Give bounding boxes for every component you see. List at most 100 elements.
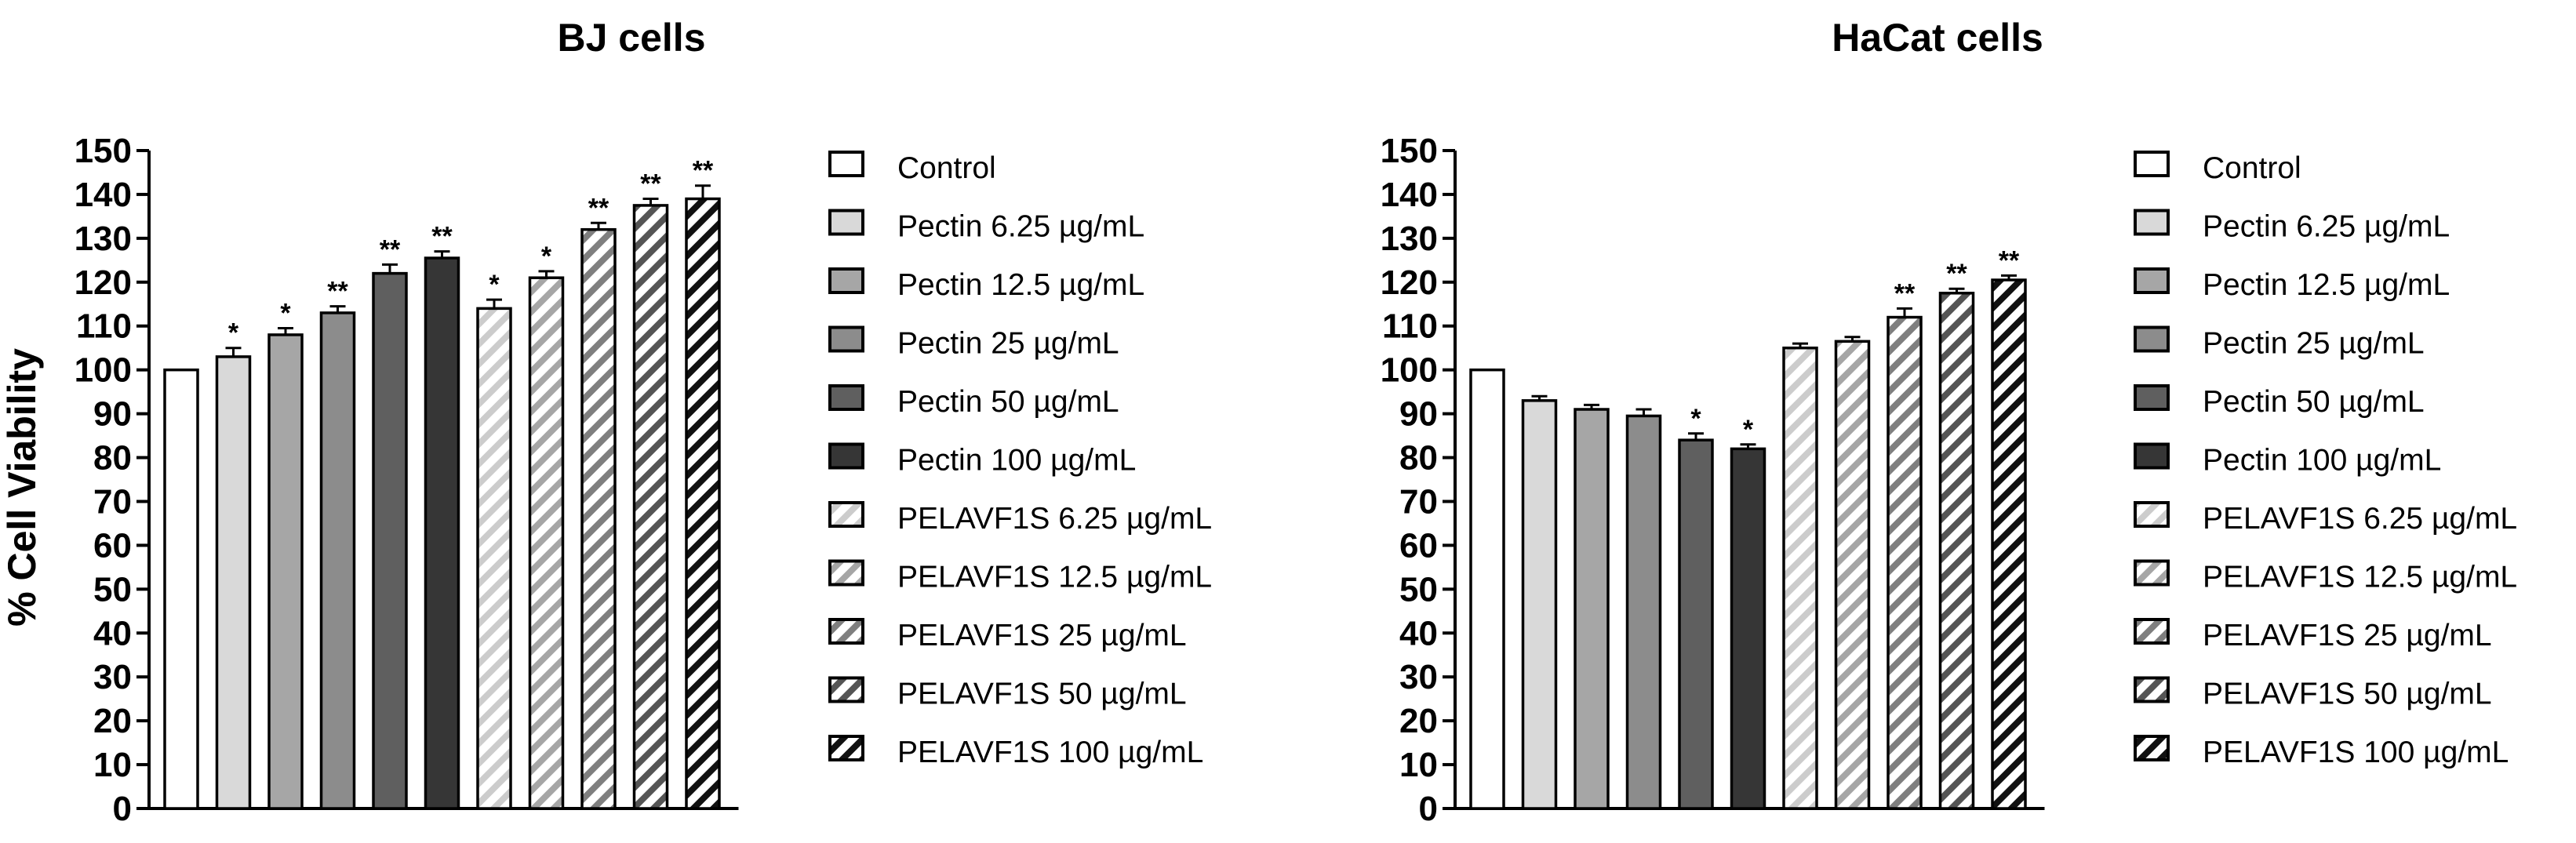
panel-hacat-cells: HaCat cells % Cell Viability 0 10 20 30 40 50 60… <box>0 16 2517 828</box>
legend-swatch <box>2134 676 2170 703</box>
bar <box>685 197 721 810</box>
y-tick-label: 60 <box>93 526 132 565</box>
y-tick-label: 120 <box>75 263 132 302</box>
legend-label: Pectin 25 µg/mL <box>2203 327 2425 361</box>
bar <box>163 368 199 810</box>
bar <box>1730 447 1766 810</box>
bar <box>580 227 617 810</box>
y-tick-label: 60 <box>1399 526 1438 565</box>
legend-label: Pectin 100 µg/mL <box>897 444 1136 478</box>
legend-label: PELAVF1S 50 µg/mL <box>2203 678 2492 711</box>
significance-marker: * <box>1690 404 1701 434</box>
y-tick-label: 40 <box>1399 614 1438 652</box>
legend-swatch <box>2134 151 2170 177</box>
legend-swatch <box>2134 501 2170 528</box>
legend-swatch <box>2134 209 2170 236</box>
significance-marker: ** <box>588 193 609 223</box>
bar <box>1834 340 1871 810</box>
legend-swatch <box>828 209 864 236</box>
bar <box>1574 408 1610 810</box>
panel-bj-cells: BJ cells % Cell Viability 0 10 20 30 40 50 60 70 8… <box>0 16 1212 828</box>
significance-marker: * <box>280 299 291 329</box>
legend-swatch <box>828 676 864 703</box>
y-tick-label: 30 <box>93 658 132 696</box>
y-tick-label: 140 <box>75 176 132 214</box>
y-tick-label: 80 <box>93 439 132 478</box>
y-tick-label: 150 <box>75 132 132 170</box>
significance-marker: ** <box>693 156 714 186</box>
legend-swatch <box>2134 442 2170 470</box>
legend-swatch <box>828 325 864 353</box>
y-tick-label: 80 <box>1399 439 1438 478</box>
legend-swatch <box>2134 267 2170 294</box>
legend-label: Control <box>2203 151 2301 185</box>
legend-swatch <box>828 559 864 587</box>
y-tick-label: 100 <box>1381 351 1438 390</box>
bar <box>1521 399 1558 810</box>
y-tick-label: 0 <box>113 790 132 828</box>
bar <box>424 256 460 810</box>
legend-swatch <box>2134 735 2170 761</box>
significance-marker: ** <box>640 169 661 199</box>
legend-label: Control <box>897 151 996 185</box>
y-tick-label: 130 <box>75 220 132 258</box>
legend-label: PELAVF1S 50 µg/mL <box>897 678 1187 711</box>
y-tick-label: 70 <box>93 482 132 521</box>
significance-marker: ** <box>431 222 453 252</box>
y-axis-label: % Cell Viability <box>0 348 44 627</box>
bar <box>267 333 304 810</box>
bar <box>476 307 512 810</box>
legend-label: PELAVF1S 25 µg/mL <box>897 619 1187 652</box>
y-tick-label: 120 <box>1381 263 1438 302</box>
bar <box>215 355 252 810</box>
legend-swatch <box>828 735 864 761</box>
legend-label: PELAVF1S 6.25 µg/mL <box>897 502 1212 536</box>
legend-label: PELAVF1S 12.5 µg/mL <box>897 561 1212 594</box>
significance-marker: ** <box>327 277 348 307</box>
bar <box>1991 278 2027 810</box>
y-tick-label: 100 <box>75 351 132 390</box>
y-axis-label: % Cell Viability <box>0 348 44 627</box>
y-tick-label: 30 <box>1399 658 1438 696</box>
legend-swatch <box>828 267 864 294</box>
bar <box>1678 438 1714 810</box>
legend-label: Pectin 50 µg/mL <box>897 385 1119 419</box>
bar <box>1887 315 1923 810</box>
legend-swatch <box>2134 384 2170 411</box>
legend-swatch <box>828 151 864 177</box>
legend-swatch <box>2134 559 2170 587</box>
y-tick-label: 150 <box>1381 132 1438 170</box>
significance-marker: ** <box>380 234 401 264</box>
significance-marker: ** <box>1946 259 1967 289</box>
legend-label: Pectin 25 µg/mL <box>897 327 1119 361</box>
legend-label: Pectin 12.5 µg/mL <box>897 268 1144 302</box>
bar <box>1469 368 1505 810</box>
y-tick-label: 0 <box>1419 790 1438 828</box>
y-tick-label: 90 <box>1399 395 1438 434</box>
legend-label: PELAVF1S 100 µg/mL <box>897 736 1203 769</box>
legend-swatch <box>828 384 864 411</box>
legend-label: Pectin 50 µg/mL <box>2203 385 2425 419</box>
bar <box>319 311 356 810</box>
legend-label: Pectin 12.5 µg/mL <box>2203 268 2450 302</box>
y-tick-label: 110 <box>1382 307 1438 346</box>
legend-label: PELAVF1S 100 µg/mL <box>2203 736 2509 769</box>
legend-label: PELAVF1S 6.25 µg/mL <box>2203 502 2517 536</box>
bar <box>1938 292 1975 810</box>
y-tick-label: 90 <box>93 395 132 434</box>
bar <box>1625 414 1662 810</box>
significance-marker: * <box>489 270 500 300</box>
legend-label: PELAVF1S 12.5 µg/mL <box>2203 561 2517 594</box>
bar <box>632 204 669 810</box>
legend-swatch <box>2134 325 2170 353</box>
significance-marker: * <box>228 318 239 348</box>
chart-title: HaCat cells <box>1832 16 2043 60</box>
bar <box>372 271 408 810</box>
y-tick-label: 40 <box>93 614 132 652</box>
y-tick-label: 140 <box>1381 176 1438 214</box>
significance-marker: * <box>541 242 552 271</box>
bar <box>1782 346 1818 810</box>
y-tick-label: 50 <box>93 570 132 609</box>
